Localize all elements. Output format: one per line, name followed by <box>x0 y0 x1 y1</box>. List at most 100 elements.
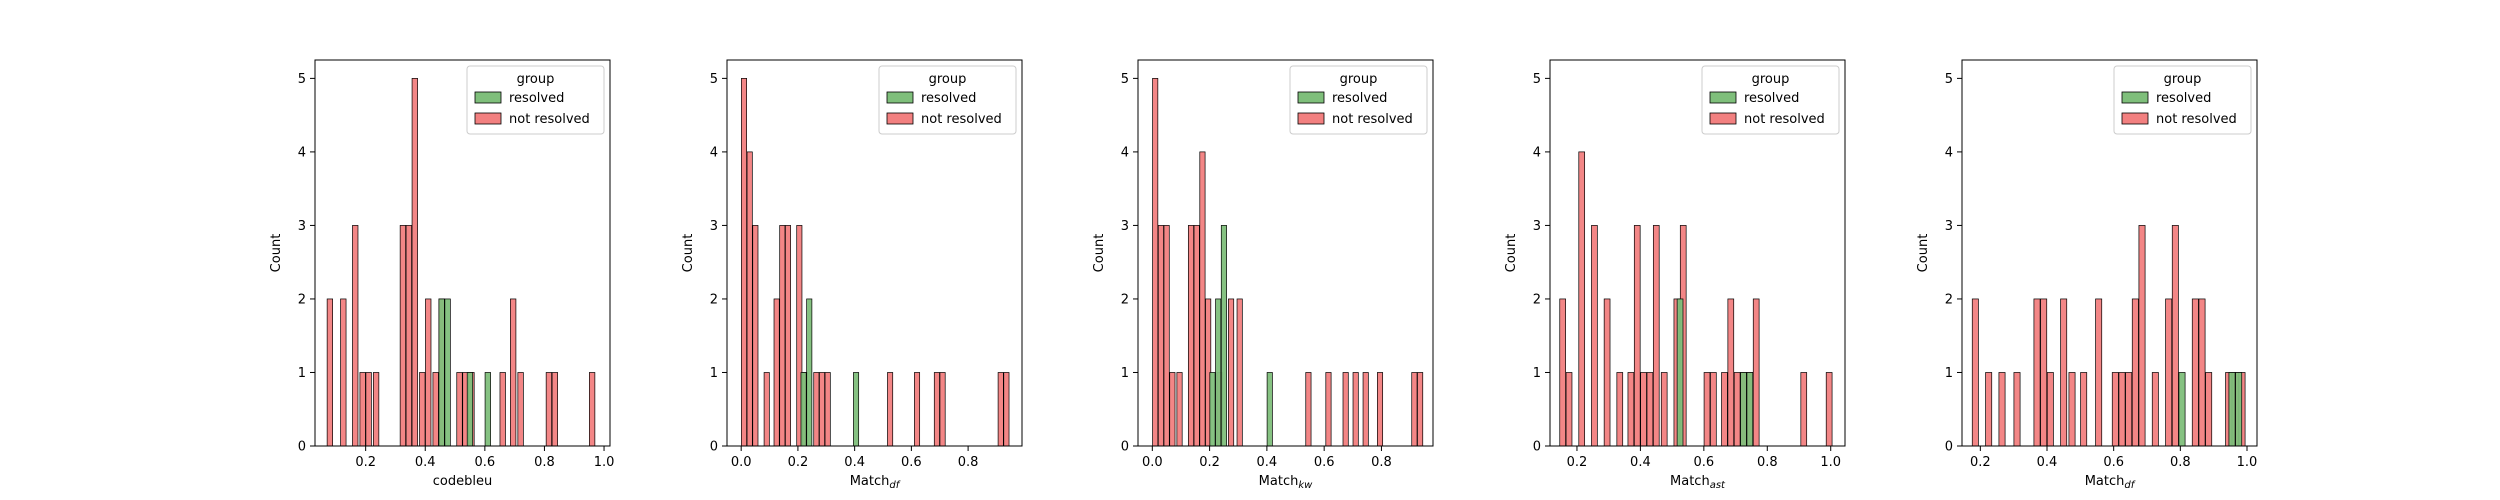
y-axis-label: Count <box>681 234 696 273</box>
y-tick-label: 1 <box>710 366 718 381</box>
bar <box>411 78 418 447</box>
bar <box>510 298 517 447</box>
bar <box>1746 372 1754 447</box>
bar <box>741 78 748 447</box>
bar <box>2198 298 2206 447</box>
bar <box>2118 372 2126 447</box>
bar <box>484 372 491 447</box>
legend-title: group <box>1752 72 1790 87</box>
bar <box>432 372 439 447</box>
bar <box>1733 372 1741 447</box>
bar <box>419 372 426 447</box>
bar <box>1228 298 1235 447</box>
y-tick-label: 3 <box>710 219 718 234</box>
legend: group resolved not resolved <box>878 65 1017 135</box>
bar <box>1721 372 1728 447</box>
y-tick-label: 1 <box>1121 366 1129 381</box>
legend-label: not resolved <box>2156 112 2237 127</box>
legend-title: group <box>1340 72 1378 87</box>
bar <box>2205 372 2213 447</box>
legend-title: group <box>2164 72 2202 87</box>
y-tick-label: 3 <box>1121 219 1129 234</box>
y-tick-label: 5 <box>1121 72 1129 87</box>
bar <box>1157 225 1164 447</box>
bar <box>2033 298 2041 447</box>
y-tick-label: 4 <box>1945 145 1953 160</box>
x-tick-label: 0.2 <box>1567 455 1588 470</box>
subplot-1: 0 1 2 3 4 5 0.2 0.4 0.6 0.8 1.0 Count codebleu group r… <box>269 59 615 489</box>
legend: group resolved not resolved <box>2113 65 2252 135</box>
y-tick-label: 2 <box>710 292 718 307</box>
legend: group resolved not resolved <box>1289 65 1428 135</box>
bar <box>939 372 946 447</box>
x-axis-label: Matchast <box>1670 474 1726 491</box>
y-axis-label: Count <box>1916 234 1931 273</box>
bar <box>2235 372 2243 447</box>
bar <box>2151 372 2159 447</box>
bar <box>1971 298 1979 447</box>
x-tick-label: 1.0 <box>594 455 615 470</box>
x-tick-label: 0.4 <box>1257 455 1278 470</box>
bar <box>2171 225 2179 447</box>
bar <box>1652 225 1660 447</box>
axes-frame <box>1961 59 2258 447</box>
bar <box>2095 298 2103 447</box>
bar <box>589 372 596 447</box>
bar <box>773 298 780 447</box>
bar <box>1266 372 1273 447</box>
x-tick-label: 0.8 <box>2170 455 2191 470</box>
bar <box>824 372 831 447</box>
y-tick-label: 0 <box>710 440 718 455</box>
bar <box>444 298 451 447</box>
legend-label: resolved <box>2156 91 2211 106</box>
bar <box>1152 78 1159 447</box>
legend-label: resolved <box>1332 91 1387 106</box>
bar <box>1176 372 1183 447</box>
y-tick-label: 5 <box>298 72 306 87</box>
bar <box>1710 372 1717 447</box>
bar <box>1362 372 1369 447</box>
y-tick-label: 1 <box>1533 366 1541 381</box>
bar <box>1209 372 1216 447</box>
y-tick-label: 0 <box>1533 440 1541 455</box>
y-tick-label: 4 <box>710 145 718 160</box>
bar <box>1565 372 1573 447</box>
subplot-4: 0 1 2 3 4 5 0.2 0.4 0.6 0.8 1.0 Count Matchast group r… <box>1504 59 1846 491</box>
x-tick-label: 0.2 <box>788 455 809 470</box>
bar <box>1727 298 1735 447</box>
bar <box>2080 372 2088 447</box>
x-tick-label: 0.4 <box>2037 455 2058 470</box>
bar <box>2138 225 2146 447</box>
y-axis-label: Count <box>269 234 284 273</box>
y-tick-label: 2 <box>1945 292 1953 307</box>
x-tick-label: 0.4 <box>844 455 865 470</box>
y-tick-label: 2 <box>1533 292 1541 307</box>
legend-label: resolved <box>509 91 564 106</box>
axes-frame <box>726 59 1023 447</box>
bar <box>1193 225 1200 447</box>
bar <box>425 298 432 447</box>
y-tick-label: 0 <box>1945 440 1953 455</box>
bar <box>2191 298 2199 447</box>
subplot-2: 0 1 2 3 4 5 0.0 0.2 0.4 0.6 0.8 Count Matchdf group re… <box>681 59 1023 491</box>
bar <box>1998 372 2006 447</box>
bar <box>1559 298 1566 447</box>
bar <box>456 372 463 447</box>
legend-swatch <box>2121 112 2149 125</box>
bar <box>1187 225 1194 447</box>
bar <box>1163 225 1170 447</box>
x-axis-label: Matchdf <box>2085 474 2136 491</box>
bar <box>1305 372 1312 447</box>
bar <box>1740 372 1747 447</box>
x-tick-label: 0.6 <box>2103 455 2124 470</box>
bar <box>1676 298 1684 447</box>
y-tick-label: 4 <box>1533 145 1541 160</box>
y-tick-label: 5 <box>710 72 718 87</box>
bar <box>1660 372 1668 447</box>
x-tick-label: 0.8 <box>534 455 555 470</box>
bar <box>2060 298 2068 447</box>
legend-label: not resolved <box>921 112 1002 127</box>
bar <box>2125 372 2133 447</box>
legend-label: resolved <box>1744 91 1799 106</box>
